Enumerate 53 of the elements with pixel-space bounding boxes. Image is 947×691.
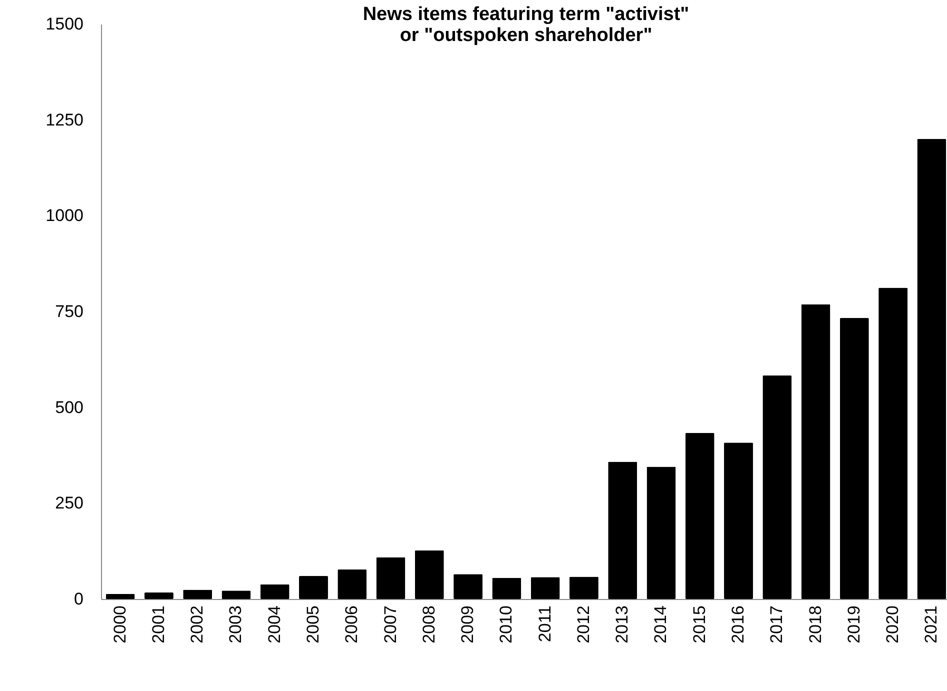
x-tick-label: 2006 — [342, 606, 362, 644]
bar — [878, 288, 908, 599]
x-tick-label: 2015 — [690, 606, 709, 644]
x-tick-label: 2009 — [458, 606, 478, 644]
x-tick-label: 2020 — [883, 606, 902, 644]
bar — [106, 594, 135, 599]
y-tick-label: 0 — [74, 590, 84, 608]
x-tick-label: 2002 — [188, 606, 207, 644]
bar — [608, 462, 638, 599]
x-tick-label: 2013 — [612, 606, 632, 644]
x-tick-label: 2004 — [264, 606, 284, 644]
x-tick-label: 2019 — [844, 606, 864, 644]
bar — [569, 576, 598, 599]
bar — [260, 584, 290, 599]
text: News items featuring term "activist" — [362, 4, 690, 25]
bar — [840, 318, 869, 599]
text: or "outspoken shareholder" — [400, 25, 652, 46]
x-tick-label: 2021 — [922, 606, 941, 644]
x-tick-label: 2017 — [767, 606, 786, 644]
x-tick-label: 2016 — [728, 606, 748, 644]
bar — [222, 590, 251, 599]
bar — [801, 304, 830, 599]
bar — [183, 590, 212, 599]
y-tick-label: 500 — [55, 398, 84, 417]
bar — [530, 577, 560, 599]
bar — [724, 442, 753, 599]
y-tick-label: 250 — [55, 494, 84, 513]
x-tick-label: 2007 — [380, 606, 400, 644]
x-tick-label: 2005 — [304, 606, 322, 644]
bar — [376, 557, 406, 599]
bar — [454, 574, 483, 599]
y-tick-label: 1000 — [46, 206, 84, 226]
bar — [646, 466, 676, 599]
x-tick-label: 2012 — [574, 606, 593, 644]
x-tick-label: 2010 — [496, 606, 516, 644]
bar — [414, 550, 444, 599]
bar — [762, 376, 792, 599]
y-tick-label: 1250 — [46, 110, 84, 130]
bar — [917, 139, 946, 599]
bar — [299, 576, 328, 599]
x-tick-label: 2018 — [806, 606, 825, 644]
x-tick-label: 2001 — [148, 606, 168, 644]
bar — [338, 569, 367, 599]
x-tick-label: 2003 — [226, 606, 246, 644]
bar — [685, 433, 714, 599]
x-tick-label: 2011 — [535, 606, 554, 642]
bar — [492, 578, 522, 599]
y-tick-label: 1500 — [46, 14, 84, 34]
y-tick-label: 750 — [55, 302, 84, 321]
x-tick-label: 2000 — [110, 606, 130, 644]
x-tick-label: 2008 — [419, 606, 438, 644]
x-tick-label: 2014 — [651, 606, 670, 644]
bar — [144, 592, 174, 599]
